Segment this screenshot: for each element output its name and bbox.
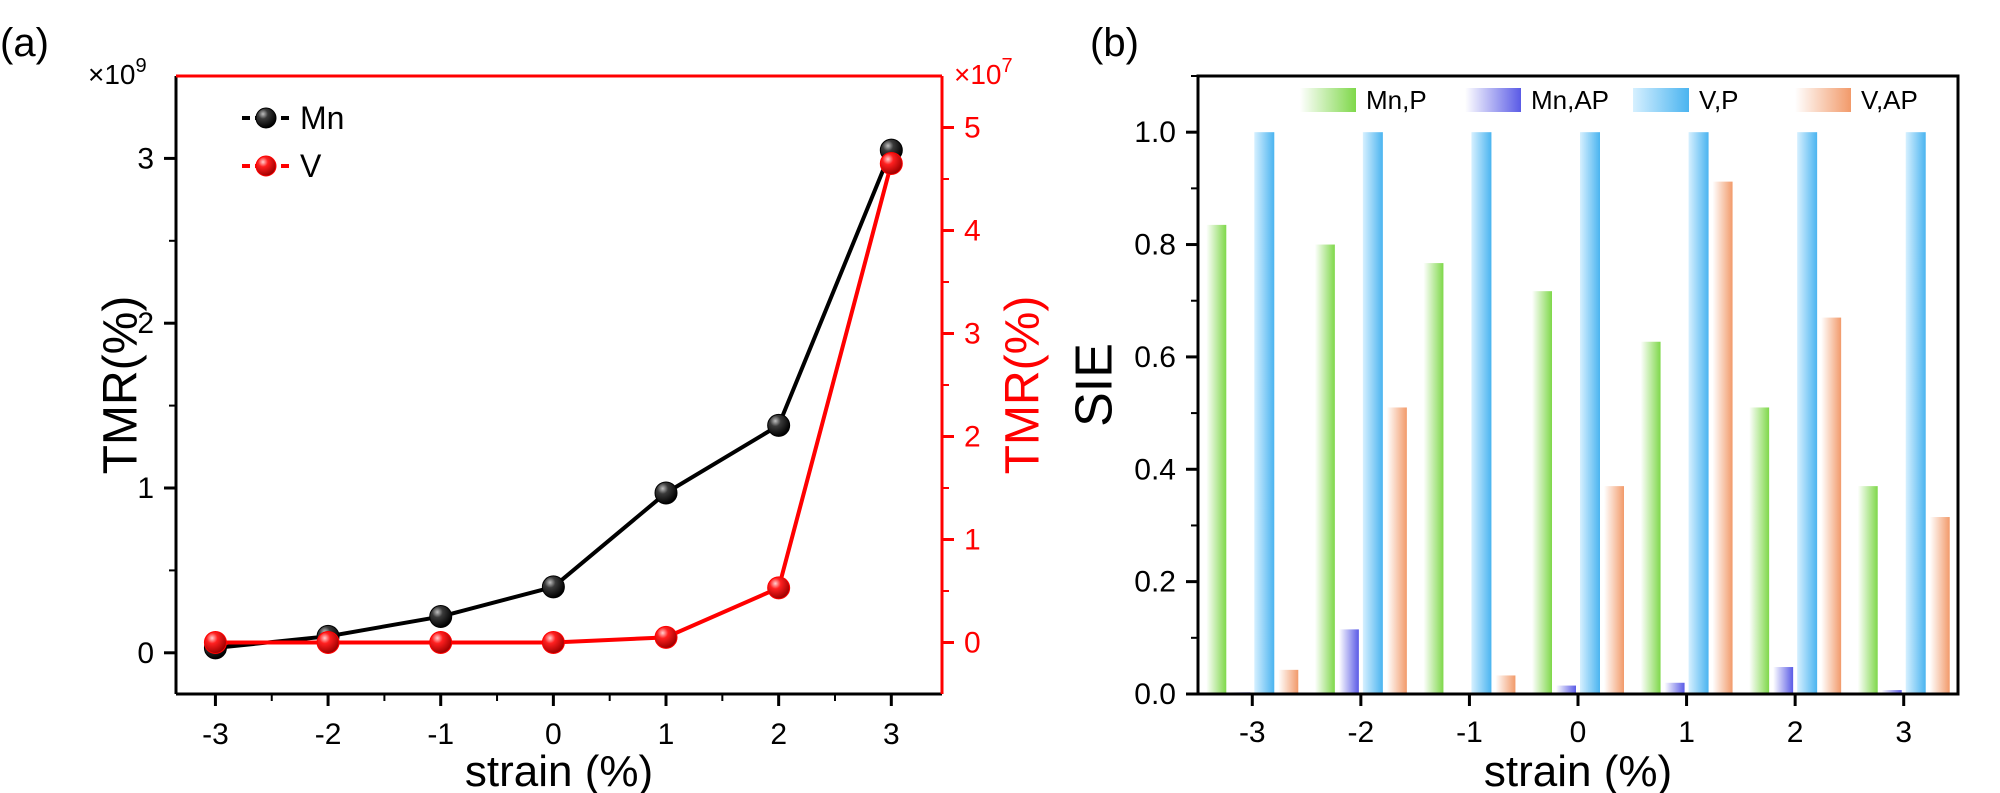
x-tick-label-b: 1 bbox=[1678, 716, 1695, 749]
legend-label-v-p: V,P bbox=[1699, 85, 1739, 115]
y-tick-label-b: 0.0 bbox=[1134, 678, 1176, 711]
data-point-v bbox=[541, 631, 565, 654]
y-tick-label-b: 0.4 bbox=[1134, 453, 1176, 486]
bar-mn-p bbox=[1206, 224, 1227, 694]
bar-mn-p bbox=[1423, 263, 1444, 694]
data-point-v bbox=[767, 576, 791, 600]
legend-label-v-ap: V,AP bbox=[1861, 85, 1918, 115]
bar-mn-p bbox=[1640, 341, 1661, 694]
bar-v-p bbox=[1254, 132, 1275, 694]
legend-label-mn-p: Mn,P bbox=[1366, 85, 1427, 115]
series-line-mn bbox=[215, 149, 894, 650]
y-tick-label-left: 0 bbox=[137, 637, 154, 670]
legend-swatch-v-p bbox=[1633, 88, 1689, 112]
bar-mn-ap bbox=[1338, 629, 1359, 694]
legend-swatch-mn-p bbox=[1300, 88, 1356, 112]
legend-label-v: V bbox=[300, 148, 322, 184]
x-tick-label-b: -3 bbox=[1239, 716, 1266, 749]
bar-v-ap bbox=[1929, 517, 1950, 694]
data-point-v bbox=[879, 152, 903, 176]
bar-v-p bbox=[1580, 132, 1600, 694]
bar-v-ap bbox=[1821, 317, 1842, 694]
y-tick-label-right: 0 bbox=[964, 627, 981, 660]
legend-swatch-v-ap bbox=[1795, 88, 1851, 112]
right-axis-multiplier: ×107 bbox=[954, 55, 1013, 90]
bar-v-p bbox=[1362, 132, 1383, 694]
bar-v-ap bbox=[1604, 486, 1624, 694]
x-tick-label-a: 0 bbox=[545, 718, 562, 751]
legend-marker-v bbox=[255, 155, 277, 177]
left-multiplier-exp: 9 bbox=[136, 55, 147, 77]
bar-v-p bbox=[1905, 132, 1926, 694]
x-tick-label-a: 3 bbox=[883, 718, 900, 751]
bar-v-p bbox=[1797, 132, 1818, 694]
bar-mn-p bbox=[1314, 244, 1335, 694]
right-multiplier-base: ×10 bbox=[954, 59, 1002, 90]
y-axis-title-b: SIE bbox=[1066, 343, 1124, 427]
left-multiplier-base: ×10 bbox=[88, 59, 136, 90]
left-axis-multiplier: ×109 bbox=[88, 55, 147, 90]
data-point-v bbox=[654, 625, 678, 649]
x-tick-label-b: 2 bbox=[1787, 716, 1804, 749]
bar-mn-ap bbox=[1664, 682, 1685, 694]
panel-b: (b) -3 -2 -1 0 1 2 3 strain (%) 0.0 0.2 0.4 0.6 0.8 1.… bbox=[1066, 21, 1960, 793]
panel-b-label: (b) bbox=[1090, 21, 1139, 65]
bar-mn-ap bbox=[1881, 690, 1902, 694]
bar-v-p bbox=[1471, 132, 1492, 694]
bar-mn-ap bbox=[1773, 667, 1794, 694]
data-point-v bbox=[429, 631, 453, 654]
x-axis-title-b: strain (%) bbox=[1484, 747, 1672, 793]
x-tick-label-b: 0 bbox=[1570, 716, 1587, 749]
y-tick-label-b: 1.0 bbox=[1134, 116, 1176, 149]
x-axis-title-a: strain (%) bbox=[465, 747, 653, 793]
y-tick-label-right: 5 bbox=[964, 112, 981, 145]
x-tick-label-a: -3 bbox=[202, 718, 229, 751]
data-point-mn bbox=[429, 605, 453, 629]
right-multiplier-exp: 7 bbox=[1002, 55, 1013, 77]
y-tick-label-left: 1 bbox=[137, 472, 154, 505]
bar-v-ap bbox=[1386, 407, 1407, 694]
x-tick-label-a: 2 bbox=[770, 718, 787, 751]
x-tick-label-b: -1 bbox=[1456, 716, 1483, 749]
bar-mn-p bbox=[1532, 291, 1552, 694]
y-tick-label-b: 0.8 bbox=[1134, 229, 1176, 262]
bar-mn-p bbox=[1857, 486, 1878, 694]
y-tick-label-right: 4 bbox=[964, 215, 981, 248]
bar-mn-p bbox=[1749, 407, 1770, 694]
y-axis-title-right: TMR(%) bbox=[997, 296, 1050, 475]
legend-label-mn: Mn bbox=[300, 100, 344, 136]
legend-swatch-mn-ap bbox=[1465, 88, 1521, 112]
data-point-v bbox=[203, 631, 227, 654]
data-point-mn bbox=[541, 575, 565, 599]
bar-v-ap bbox=[1712, 181, 1733, 694]
legend-label-mn-ap: Mn,AP bbox=[1531, 85, 1609, 115]
x-tick-label-a: -2 bbox=[315, 718, 342, 751]
bar-v-ap bbox=[1278, 669, 1299, 694]
y-tick-label-left: 3 bbox=[137, 142, 154, 175]
x-tick-label-b: 3 bbox=[1895, 716, 1912, 749]
x-tick-label-a: 1 bbox=[658, 718, 675, 751]
bar-mn-ap bbox=[1556, 685, 1576, 694]
data-point-v bbox=[316, 631, 340, 654]
plot-frame-b bbox=[1196, 74, 1960, 696]
x-tick-label-b: -2 bbox=[1348, 716, 1375, 749]
bar-v-p bbox=[1688, 132, 1709, 694]
y-tick-label-b: 0.2 bbox=[1134, 566, 1176, 599]
x-tick-label-a: -1 bbox=[427, 718, 454, 751]
bar-v-ap bbox=[1495, 675, 1516, 694]
y-tick-label-right: 1 bbox=[964, 524, 981, 557]
data-point-mn bbox=[654, 481, 678, 505]
panel-a-label: (a) bbox=[0, 21, 49, 65]
legend-marker-mn bbox=[255, 107, 277, 129]
data-point-mn bbox=[767, 413, 791, 437]
y-tick-label-right: 2 bbox=[964, 421, 981, 454]
y-tick-label-b: 0.6 bbox=[1134, 341, 1176, 374]
y-tick-label-right: 3 bbox=[964, 318, 981, 351]
y-tick-label-left: 2 bbox=[137, 307, 154, 340]
y-axis-title-left: TMR(%) bbox=[95, 296, 148, 475]
